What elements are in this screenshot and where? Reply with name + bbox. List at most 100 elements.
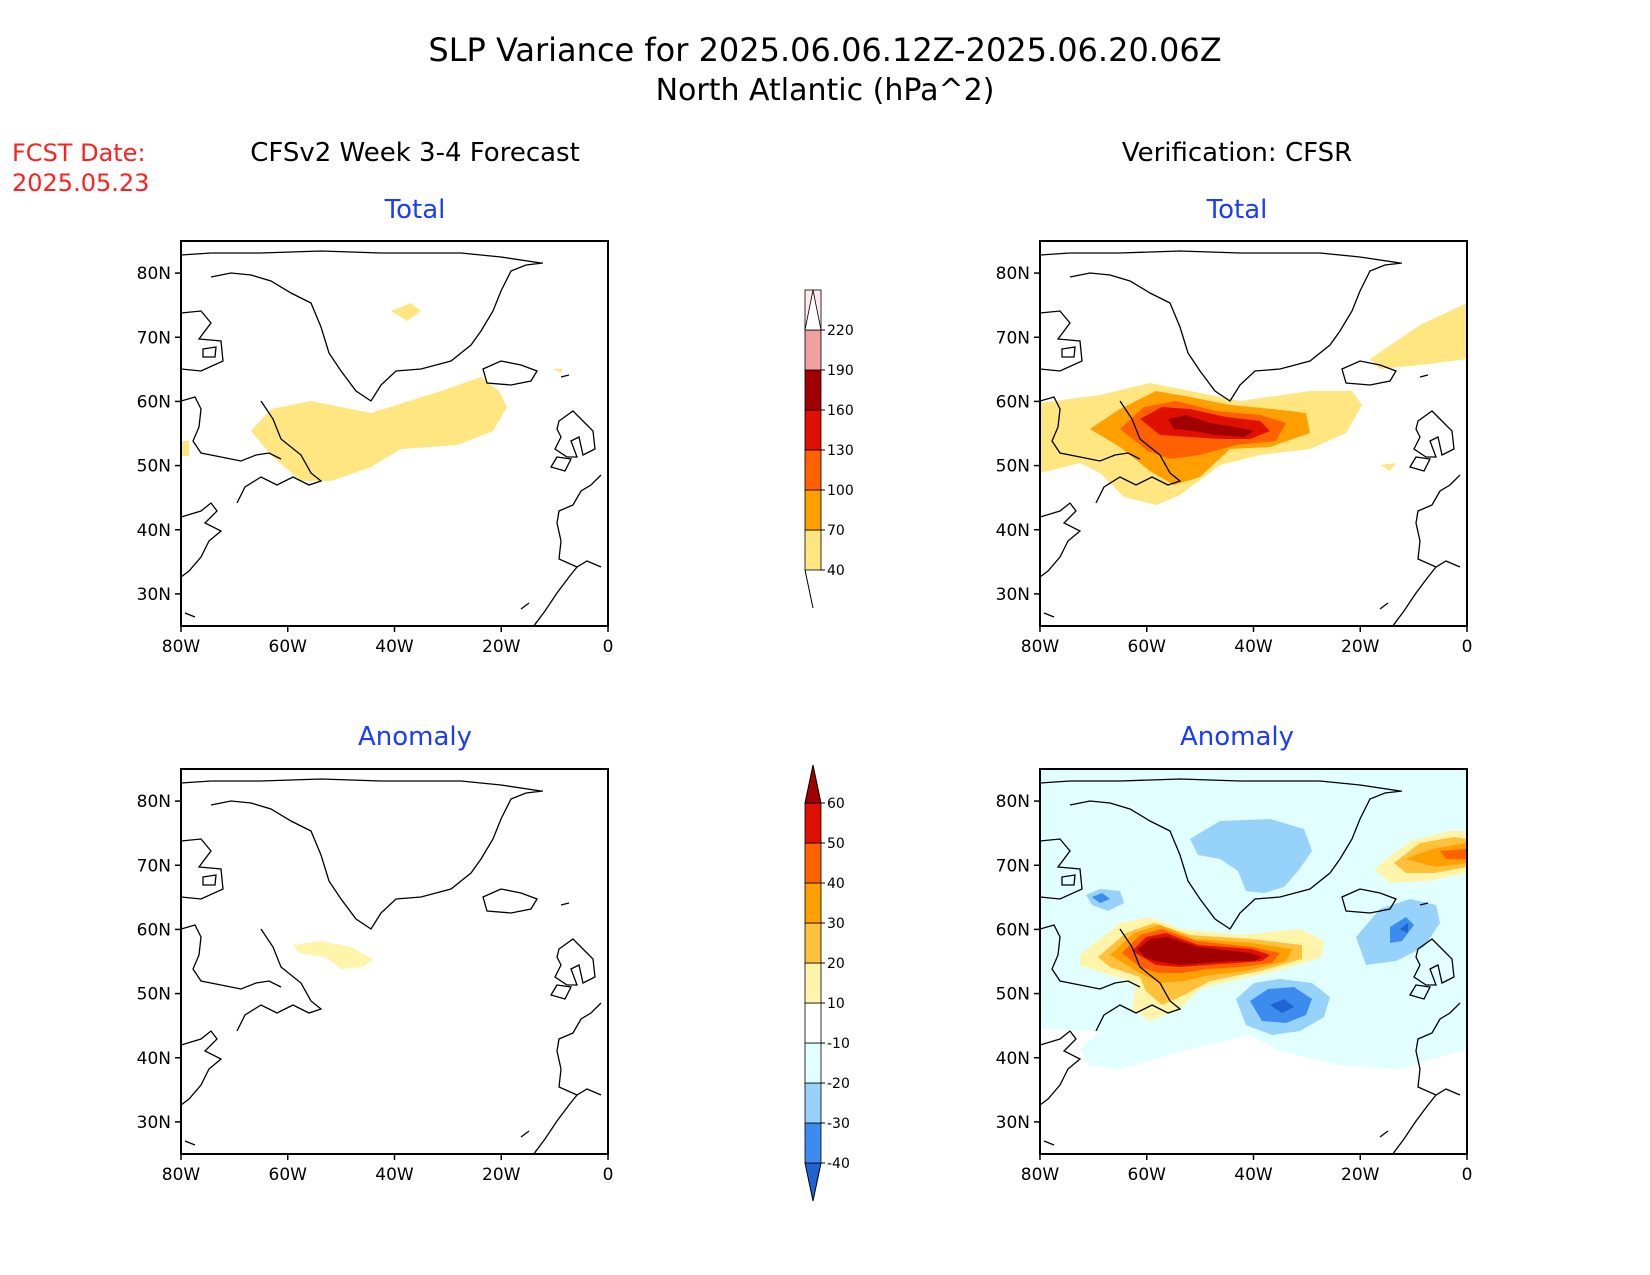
panel-title-forecast-total: Total	[384, 195, 446, 225]
colorbar-label: 190	[827, 363, 854, 379]
colorbar-segment	[804, 802, 822, 844]
figure-title-line2: North Atlantic (hPa^2)	[656, 73, 995, 108]
colorbar-segment	[804, 329, 822, 371]
colorbar-segment	[804, 1162, 822, 1202]
lon-tick-label: 40W	[1234, 637, 1273, 657]
colorbar-arrow-outline	[804, 569, 814, 609]
lon-tick-label: 0	[603, 1165, 614, 1185]
colorbar-segment	[804, 409, 822, 451]
lon-tick-label: 80W	[1021, 1165, 1060, 1185]
fcst-date-value: 2025.05.23	[12, 169, 149, 197]
colorbar-label: 30	[827, 916, 845, 932]
colorbar-label: 40	[827, 563, 845, 579]
lon-tick-label: 80W	[1021, 637, 1060, 657]
lon-tick-label: 60W	[269, 637, 308, 657]
lon-tick-label: 60W	[1128, 637, 1167, 657]
panel-title-verification-total: Total	[1206, 195, 1268, 225]
colorbar-label: 20	[827, 956, 845, 972]
lat-tick-label: 70N	[137, 328, 171, 348]
colorbar-segment	[804, 1002, 822, 1044]
panel-title-verification-anomaly: Anomaly	[1180, 722, 1294, 752]
lat-tick-label: 50N	[996, 457, 1030, 477]
lon-tick-label: 0	[603, 637, 614, 657]
lat-tick-label: 60N	[996, 392, 1030, 412]
lat-tick-label: 50N	[996, 985, 1030, 1005]
colorbar-segment	[804, 764, 822, 804]
colorbar-label: -10	[827, 1036, 850, 1052]
colorbar-label: 100	[827, 483, 854, 499]
colorbar-segment	[804, 529, 822, 571]
colorbar-segment	[804, 882, 822, 924]
lat-tick-label: 80N	[996, 264, 1030, 284]
axis-labels-forecast-total: 80N 70N 60N 50N 40N 30N 80W 60W 40W 20W 0	[137, 264, 614, 657]
lat-tick-label: 30N	[996, 585, 1030, 605]
colorbar-label: -20	[827, 1076, 850, 1092]
colorbar-label: 70	[827, 523, 845, 539]
colorbar-label: 60	[827, 796, 845, 812]
map-panel-forecast-total: 80N 70N 60N 50N 40N 30N 80W 60W 40W 20W 0	[137, 240, 614, 657]
lon-tick-label: 60W	[1128, 1165, 1167, 1185]
lon-tick-label: 0	[1462, 1165, 1473, 1185]
lat-tick-label: 80N	[996, 792, 1030, 812]
lat-tick-label: 60N	[137, 392, 171, 412]
lat-tick-label: 40N	[996, 521, 1030, 541]
lon-tick-label: 0	[1462, 637, 1473, 657]
colorbar-segment	[804, 1082, 822, 1124]
lat-tick-label: 80N	[137, 792, 171, 812]
column-title-forecast: CFSv2 Week 3-4 Forecast	[250, 138, 580, 168]
panel-title-forecast-anomaly: Anomaly	[358, 722, 472, 752]
colorbar-segment	[804, 1042, 822, 1084]
lat-tick-label: 30N	[137, 585, 171, 605]
lat-tick-label: 70N	[137, 856, 171, 876]
lon-tick-label: 20W	[1341, 637, 1380, 657]
lat-tick-label: 50N	[137, 457, 171, 477]
colorbar-segment	[804, 489, 822, 531]
lat-tick-label: 30N	[996, 1113, 1030, 1133]
colorbar-label: 40	[827, 876, 845, 892]
figure-title-line1: SLP Variance for 2025.06.06.12Z-2025.06.…	[428, 31, 1221, 69]
colorbar-segment	[804, 369, 822, 411]
colorbar-segment	[804, 449, 822, 491]
map-panel-verification-total: 80N 70N 60N 50N 40N 30N 80W 60W 40W 20W 0	[996, 240, 1473, 657]
lon-tick-label: 40W	[375, 1165, 414, 1185]
lon-tick-label: 80W	[162, 1165, 201, 1185]
colorbar-segment	[804, 922, 822, 964]
map-panel-verification-anomaly: 80N 70N 60N 50N 40N 30N 80W 60W 40W 20W 0	[996, 768, 1473, 1185]
lon-tick-label: 20W	[1341, 1165, 1380, 1185]
colorbar-segment	[804, 289, 822, 331]
colorbar-label: -30	[827, 1116, 850, 1132]
colorbar-total: 40 70 100 130 160 190 220	[804, 289, 854, 609]
colorbar-segment	[804, 962, 822, 1004]
axis-labels-verification-total: 80N 70N 60N 50N 40N 30N 80W 60W 40W 20W 0	[996, 264, 1473, 657]
colorbar-label: 160	[827, 403, 854, 419]
map-panel-forecast-anomaly: 80N 70N 60N 50N 40N 30N 80W 60W 40W 20W 0	[137, 768, 614, 1185]
column-title-verification: Verification: CFSR	[1122, 138, 1352, 168]
lon-tick-label: 60W	[269, 1165, 308, 1185]
colorbar-label: 130	[827, 443, 854, 459]
colorbar-anomaly: -40 -30 -20 -10 10 20 30 40 50 60	[804, 764, 850, 1202]
lon-tick-label: 20W	[482, 637, 521, 657]
lat-tick-label: 70N	[996, 856, 1030, 876]
colorbar-label: 50	[827, 836, 845, 852]
colorbar-label: 220	[827, 323, 854, 339]
lat-tick-label: 80N	[137, 264, 171, 284]
lon-tick-label: 40W	[1234, 1165, 1273, 1185]
lon-tick-label: 40W	[375, 637, 414, 657]
axis-labels-forecast-anomaly: 80N 70N 60N 50N 40N 30N 80W 60W 40W 20W 0	[137, 792, 614, 1185]
colorbar-segment	[804, 842, 822, 884]
lon-tick-label: 20W	[482, 1165, 521, 1185]
lat-tick-label: 40N	[996, 1049, 1030, 1069]
colorbar-label: 10	[827, 996, 845, 1012]
lat-tick-label: 40N	[137, 521, 171, 541]
fcst-date-label: FCST Date:	[12, 139, 146, 167]
lat-tick-label: 50N	[137, 985, 171, 1005]
colorbar-segment	[804, 1122, 822, 1164]
lat-tick-label: 60N	[137, 920, 171, 940]
lon-tick-label: 80W	[162, 637, 201, 657]
lat-tick-label: 30N	[137, 1113, 171, 1133]
colorbar-label: -40	[827, 1156, 850, 1172]
axis-labels-verification-anomaly: 80N 70N 60N 50N 40N 30N 80W 60W 40W 20W 0	[996, 792, 1473, 1185]
lat-tick-label: 60N	[996, 920, 1030, 940]
lat-tick-label: 40N	[137, 1049, 171, 1069]
